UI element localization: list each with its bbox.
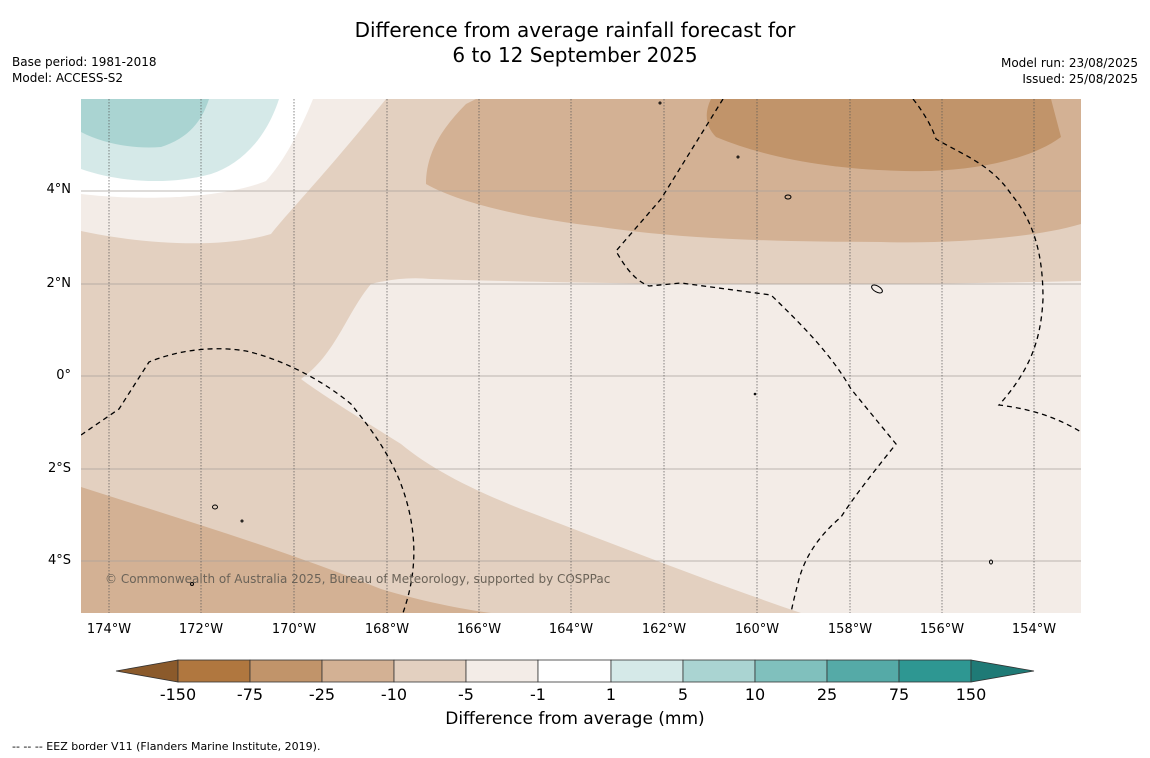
metadata-right: Model run: 23/08/2025 Issued: 25/08/2025 (1001, 55, 1138, 87)
colorbar-label-7: 1 (605, 685, 617, 704)
colorbar-bin-10 (826, 659, 900, 683)
colorbar-label-1: -150 (159, 685, 197, 704)
colorbar-bin-3 (321, 659, 395, 683)
model-text: Model: ACCESS-S2 (12, 71, 124, 85)
island-dot-3 (240, 519, 244, 523)
metadata-left: Base period: 1981-2018 Model: ACCESS-S2 (12, 54, 157, 86)
issued-text: Issued: 25/08/2025 (1022, 72, 1138, 86)
island-dot-5 (753, 392, 757, 396)
colorbar-label-11: 75 (888, 685, 910, 704)
lon-label-156w: 156°W (919, 622, 965, 637)
graticule (81, 99, 1081, 613)
colorbar-label-5: -5 (458, 685, 474, 704)
colorbar-bin-6 (537, 659, 612, 683)
region-light-drier-central (301, 278, 1081, 613)
island-atafu (212, 504, 218, 510)
lon-label-158w: 158°W (827, 622, 873, 637)
colorbar-extend-high (970, 659, 1035, 683)
eez-border-kiribati-line (615, 99, 897, 613)
lon-label-166w: 166°W (456, 622, 502, 637)
region-wetter (81, 99, 209, 148)
colorbar-bin-7 (610, 659, 684, 683)
islands (190, 101, 993, 586)
lat-label-2s: 2°S (47, 461, 71, 476)
lat-label-4n: 4°N (46, 182, 72, 197)
eez-borders (81, 99, 1081, 613)
lon-label-164w: 164°W (548, 622, 594, 637)
island-tabuaeran (784, 194, 792, 200)
lon-label-172w: 172°W (178, 622, 224, 637)
base-period-text: Base period: 1981-2018 (12, 55, 157, 69)
lat-label-2n: 2°N (46, 276, 72, 291)
colorbar-label-8: 5 (677, 685, 689, 704)
island-dot-1 (658, 101, 662, 105)
colorbar-bin-5 (465, 659, 539, 683)
rainfall-anomaly-map (81, 99, 1081, 613)
title-line-1: Difference from average rainfall forecas… (354, 18, 796, 42)
colorbar-bin-11 (898, 659, 972, 683)
lon-label-170w: 170°W (271, 622, 317, 637)
colorbar-label-4: -10 (380, 685, 408, 704)
latitude-lines (81, 190, 1081, 562)
eez-border-tokelau-north (81, 348, 415, 613)
colorbar-extend-low (115, 659, 179, 683)
region-much-drier-north (706, 99, 1061, 172)
colorbar-label-3: -25 (308, 685, 336, 704)
colorbar-title: Difference from average (mm) (445, 709, 705, 729)
eez-border-footnote: -- -- -- EEZ border V11 (Flanders Marine… (12, 740, 321, 753)
island-small-south (989, 559, 993, 565)
lon-label-160w: 160°W (734, 622, 780, 637)
island-dot-4 (190, 582, 194, 586)
lon-label-174w: 174°W (86, 622, 132, 637)
colorbar-label-2: -75 (236, 685, 264, 704)
colorbar-bin-4 (393, 659, 467, 683)
colorbar-label-10: 25 (816, 685, 838, 704)
lat-label-0: 0° (56, 368, 71, 383)
colorbar-bin-8 (682, 659, 756, 683)
colorbar-bin-9 (754, 659, 828, 683)
colorbar-label-12: 150 (955, 685, 987, 704)
map-title: Difference from average rainfall forecas… (0, 18, 1150, 68)
lon-label-168w: 168°W (364, 622, 410, 637)
colorbar-label-6: -1 (530, 685, 546, 704)
eez-border-kiribati-east (912, 99, 1081, 433)
title-line-2: 6 to 12 September 2025 (452, 43, 698, 67)
colorbar-label-9: 10 (744, 685, 766, 704)
region-drier-southwest (81, 487, 491, 613)
colorbar (115, 659, 1035, 683)
lat-label-4s: 4°S (47, 553, 71, 568)
island-dot-2 (736, 155, 740, 159)
colorbar-bin-2 (249, 659, 323, 683)
colorbar-bin-1 (177, 659, 251, 683)
copyright-notice: © Commonwealth of Australia 2025, Bureau… (105, 572, 611, 586)
island-kiritimati (871, 284, 883, 294)
model-run-text: Model run: 23/08/2025 (1000, 56, 1138, 70)
lon-label-154w: 154°W (1011, 622, 1057, 637)
lon-label-162w: 162°W (641, 622, 687, 637)
